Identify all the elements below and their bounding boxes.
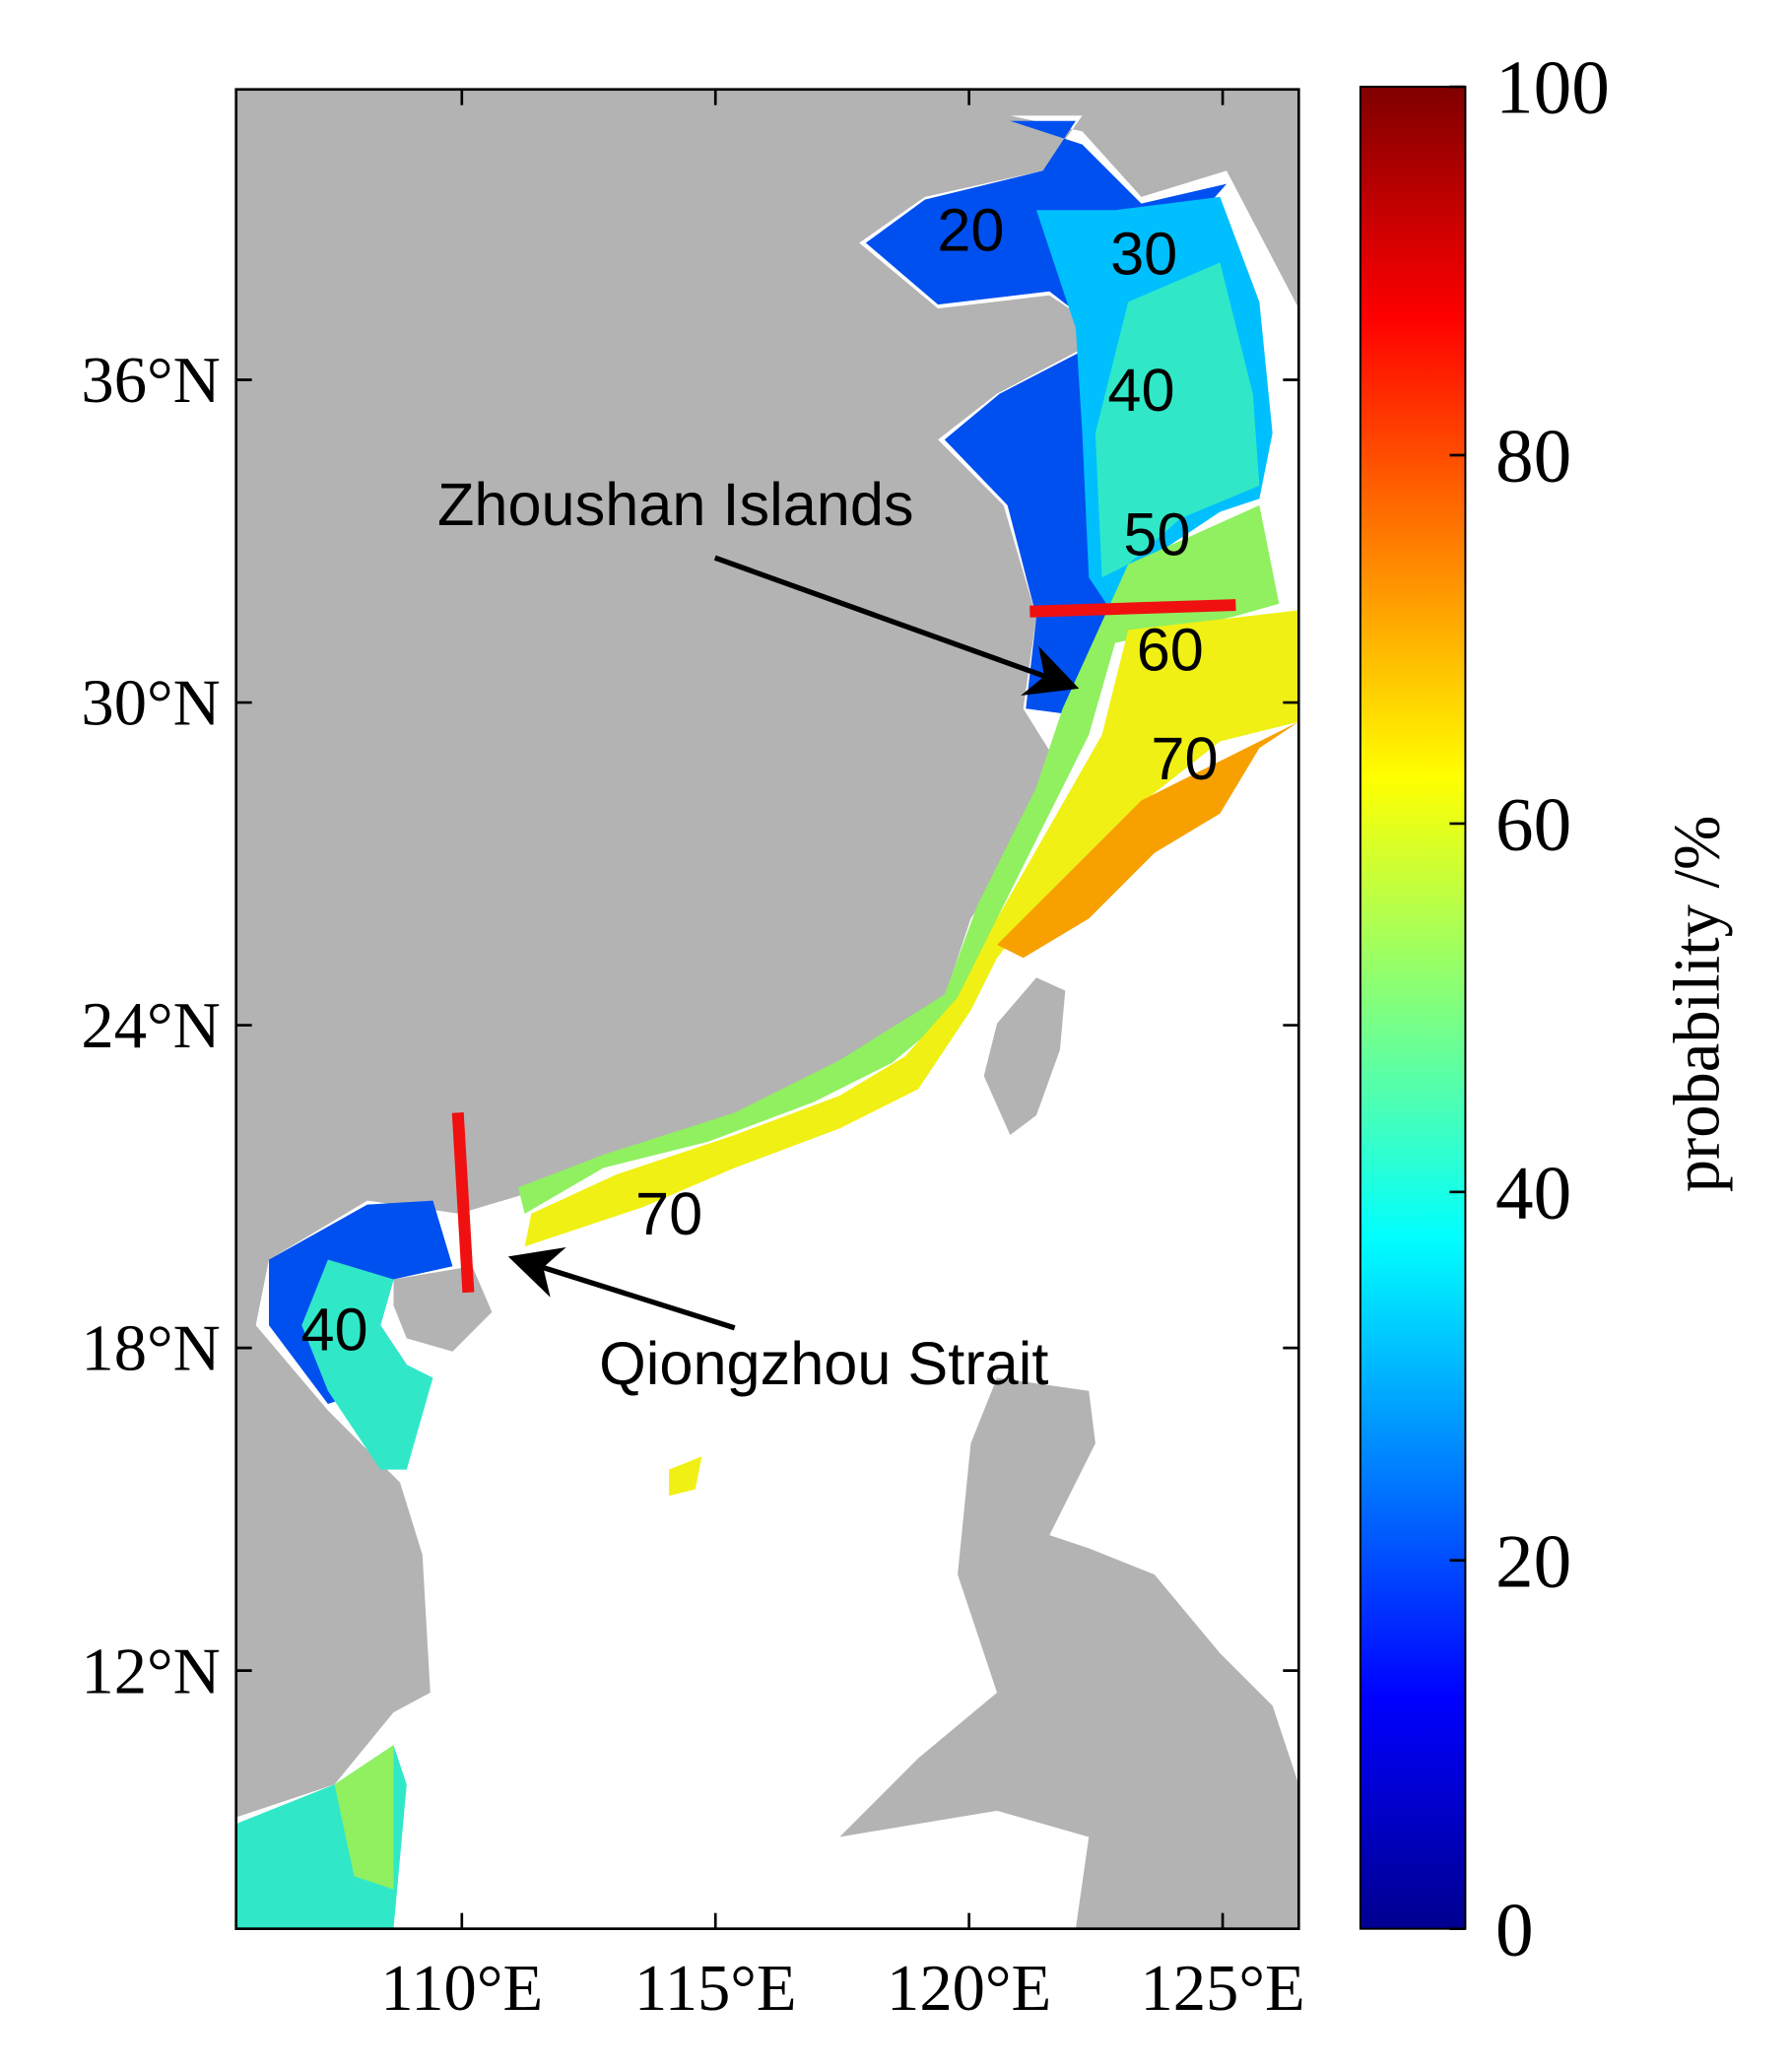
map-frame [234, 88, 1300, 1930]
contour-fill [669, 1456, 702, 1497]
colorbar-tick-label: 20 [1495, 1518, 1571, 1603]
y-tick-label: 30°N [81, 668, 220, 740]
y-tick-label: 36°N [81, 345, 220, 417]
contour-label: 40 [300, 1296, 367, 1363]
y-tick-label: 24°N [81, 990, 220, 1062]
contour-fill [334, 1745, 394, 1890]
contour-label: 60 [1137, 617, 1204, 684]
contour-label: 40 [1107, 357, 1174, 424]
x-tick-label: 125°E [1140, 1953, 1304, 2025]
annotation-arrow [713, 555, 1080, 696]
x-tick-label: 120°E [887, 1953, 1051, 2025]
section-line [451, 1112, 475, 1294]
philippines [839, 1377, 1299, 1929]
contour-label: 20 [937, 197, 1004, 264]
x-tick-label: 115°E [634, 1953, 797, 2025]
annotation: Zhoushan Islands [437, 471, 914, 538]
colorbar-tick-label: 60 [1495, 782, 1571, 867]
colorbar-label: probability /% [1661, 815, 1733, 1192]
contour-label: 50 [1123, 500, 1190, 567]
contour-fill [997, 721, 1299, 959]
contour-label: 30 [1110, 220, 1177, 287]
colorbar [1359, 86, 1467, 1930]
map-area [235, 89, 1299, 1929]
y-tick-label: 18°N [81, 1313, 220, 1385]
y-tick-label: 12°N [81, 1635, 220, 1707]
annotation-arrow [507, 1246, 736, 1331]
contour-fill [1095, 262, 1260, 578]
taiwan [983, 977, 1066, 1136]
contour-label: 70 [635, 1180, 702, 1247]
colorbar-tick-label: 80 [1495, 414, 1571, 499]
section-line [1029, 599, 1236, 618]
x-tick-label: 110°E [380, 1953, 543, 2025]
colorbar-tick-label: 0 [1495, 1887, 1534, 1971]
contour-fill [517, 504, 1280, 1214]
colorbar-tick-label: 100 [1495, 45, 1610, 130]
colorbar-tick-label: 40 [1495, 1150, 1571, 1234]
contour-fill [301, 1259, 433, 1470]
annotation: Qiongzhou Strait [599, 1330, 1048, 1397]
contour-fill [524, 610, 1299, 1247]
contour-label: 70 [1151, 725, 1218, 792]
